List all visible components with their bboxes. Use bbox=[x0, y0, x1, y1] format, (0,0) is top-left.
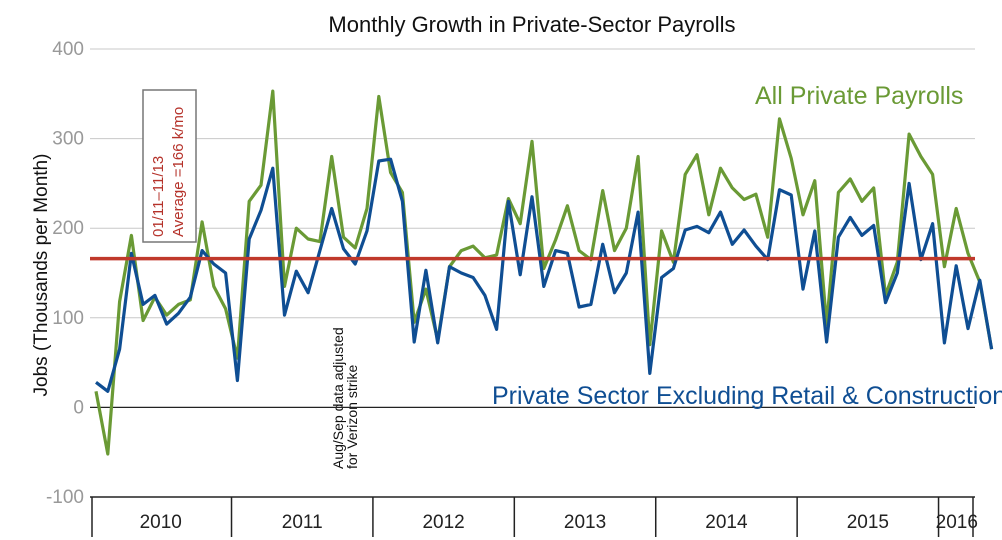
gridlines bbox=[90, 48, 975, 498]
average-box-border bbox=[142, 89, 197, 243]
x-axis: 2010 2011 2012 2013 2014 2015 2016 bbox=[90, 496, 978, 537]
x-tick-label-year: 2012 bbox=[422, 512, 464, 533]
y-tick-label: 400 bbox=[52, 39, 84, 60]
x-tick-label-year: 2014 bbox=[705, 512, 748, 533]
verizon-annotation: Aug/Sep data adjusted for Verizon strike bbox=[330, 327, 360, 469]
series-private-excluding-retail-construction-line bbox=[95, 157, 994, 393]
average-value-label: Average =166 k/mo bbox=[170, 107, 187, 237]
x-tick-label-year: 2011 bbox=[282, 512, 323, 533]
y-tick-label: 100 bbox=[52, 308, 84, 329]
y-axis-ticks: -100 0 100 200 300 400 bbox=[46, 39, 84, 508]
series-all-private-payrolls-line bbox=[94, 89, 994, 456]
x-tick-label-year: 2016 bbox=[936, 512, 978, 533]
y-axis-label: Jobs (Thousands per Month) bbox=[31, 154, 52, 397]
legend-all-private-payrolls: All Private Payrolls bbox=[755, 82, 963, 110]
x-tick-label-year: 2013 bbox=[564, 512, 606, 533]
chart-title: Monthly Growth in Private-Sector Payroll… bbox=[328, 12, 735, 37]
average-label-box: 01/11–11/13 Average =166 k/mo bbox=[142, 89, 197, 243]
legend-private-excluding-retail-construction: Private Sector Excluding Retail & Constr… bbox=[492, 382, 1002, 410]
annotation-line-2: for Verizon strike bbox=[344, 365, 360, 469]
average-period-label: 01/11–11/13 bbox=[150, 156, 167, 237]
y-tick-label: 300 bbox=[52, 129, 84, 150]
y-tick-label: 200 bbox=[52, 218, 84, 239]
x-tick-label-year: 2015 bbox=[847, 512, 889, 533]
x-tick-label-year: 2010 bbox=[140, 512, 182, 533]
annotation-line-1: Aug/Sep data adjusted bbox=[330, 327, 346, 469]
y-tick-label: -100 bbox=[46, 487, 84, 508]
y-tick-label: 0 bbox=[73, 397, 84, 418]
